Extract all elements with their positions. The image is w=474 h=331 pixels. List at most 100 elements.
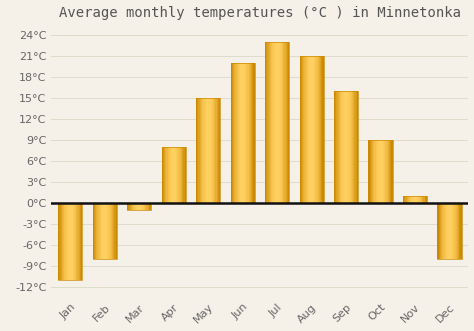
Bar bbox=[112, 203, 113, 259]
Bar bbox=[183, 147, 184, 203]
Bar bbox=[383, 140, 384, 203]
Bar bbox=[114, 203, 116, 259]
Bar bbox=[374, 140, 376, 203]
Bar bbox=[203, 98, 204, 203]
Bar bbox=[382, 140, 383, 203]
Bar bbox=[76, 203, 77, 280]
Bar bbox=[230, 63, 255, 203]
Bar bbox=[415, 196, 416, 203]
Bar bbox=[142, 203, 143, 210]
Bar bbox=[339, 91, 340, 203]
Bar bbox=[234, 63, 236, 203]
Bar bbox=[442, 203, 444, 259]
Bar bbox=[184, 147, 186, 203]
Bar bbox=[288, 42, 289, 203]
Bar bbox=[388, 140, 389, 203]
Bar bbox=[127, 203, 151, 210]
Bar bbox=[245, 63, 246, 203]
Bar bbox=[98, 203, 99, 259]
Bar bbox=[423, 196, 425, 203]
Bar bbox=[403, 196, 427, 203]
Bar bbox=[321, 56, 322, 203]
Bar bbox=[241, 63, 243, 203]
Bar bbox=[377, 140, 378, 203]
Bar bbox=[276, 42, 277, 203]
Bar bbox=[134, 203, 136, 210]
Bar bbox=[171, 147, 173, 203]
Bar bbox=[204, 98, 206, 203]
Bar bbox=[337, 91, 339, 203]
Bar bbox=[145, 203, 146, 210]
Bar bbox=[335, 91, 337, 203]
Bar bbox=[408, 196, 409, 203]
Bar bbox=[230, 63, 232, 203]
Bar bbox=[69, 203, 70, 280]
Bar bbox=[301, 56, 302, 203]
Bar bbox=[385, 140, 387, 203]
Bar bbox=[176, 147, 177, 203]
Bar bbox=[314, 56, 315, 203]
Bar bbox=[379, 140, 381, 203]
Bar bbox=[445, 203, 446, 259]
Bar bbox=[182, 147, 183, 203]
Bar bbox=[236, 63, 237, 203]
Bar bbox=[418, 196, 419, 203]
Bar bbox=[440, 203, 441, 259]
Bar bbox=[351, 91, 352, 203]
Bar bbox=[341, 91, 342, 203]
Bar bbox=[140, 203, 142, 210]
Bar bbox=[132, 203, 133, 210]
Bar bbox=[273, 42, 275, 203]
Bar bbox=[302, 56, 303, 203]
Bar bbox=[271, 42, 272, 203]
Bar bbox=[371, 140, 372, 203]
Bar bbox=[215, 98, 217, 203]
Bar bbox=[275, 42, 276, 203]
Bar bbox=[96, 203, 98, 259]
Bar bbox=[422, 196, 423, 203]
Bar bbox=[217, 98, 218, 203]
Bar bbox=[453, 203, 454, 259]
Bar bbox=[58, 203, 82, 280]
Bar bbox=[278, 42, 280, 203]
Bar bbox=[133, 203, 134, 210]
Bar bbox=[409, 196, 410, 203]
Bar bbox=[80, 203, 81, 280]
Bar bbox=[448, 203, 449, 259]
Bar bbox=[309, 56, 310, 203]
Bar bbox=[129, 203, 131, 210]
Bar bbox=[74, 203, 75, 280]
Bar bbox=[238, 63, 239, 203]
Bar bbox=[65, 203, 67, 280]
Bar bbox=[438, 203, 462, 259]
Bar bbox=[162, 147, 163, 203]
Bar bbox=[232, 63, 233, 203]
Bar bbox=[426, 196, 427, 203]
Bar bbox=[378, 140, 379, 203]
Bar bbox=[197, 98, 199, 203]
Bar bbox=[162, 147, 186, 203]
Bar bbox=[101, 203, 102, 259]
Bar bbox=[239, 63, 240, 203]
Bar bbox=[352, 91, 353, 203]
Bar bbox=[201, 98, 202, 203]
Bar bbox=[111, 203, 112, 259]
Bar bbox=[287, 42, 288, 203]
Bar bbox=[414, 196, 415, 203]
Bar bbox=[107, 203, 109, 259]
Bar bbox=[416, 196, 418, 203]
Bar bbox=[317, 56, 318, 203]
Bar bbox=[447, 203, 448, 259]
Bar bbox=[459, 203, 460, 259]
Bar bbox=[270, 42, 271, 203]
Bar bbox=[350, 91, 351, 203]
Bar bbox=[202, 98, 203, 203]
Bar bbox=[368, 140, 392, 203]
Bar bbox=[381, 140, 382, 203]
Bar bbox=[150, 203, 151, 210]
Bar bbox=[460, 203, 462, 259]
Bar bbox=[127, 203, 128, 210]
Bar bbox=[173, 147, 175, 203]
Bar bbox=[346, 91, 347, 203]
Bar bbox=[168, 147, 169, 203]
